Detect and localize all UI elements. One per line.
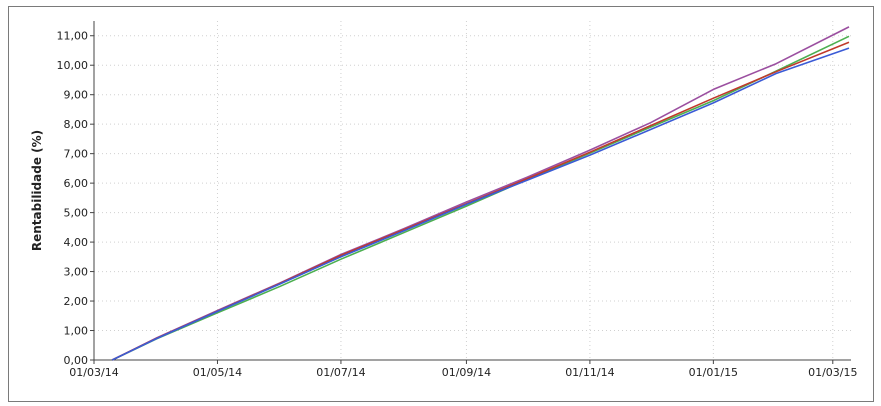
axis-layer	[90, 21, 851, 364]
label-layer: 0,00 1,00 2,00 3,00 4,00 5,00 6,00 7,00 8,00 9,00…	[30, 30, 857, 379]
x-tick-label: 01/11/14	[565, 366, 614, 379]
x-tick-label: 01/07/14	[316, 366, 365, 379]
x-tick-label: 01/09/14	[442, 366, 491, 379]
x-tick-label: 01/03/14	[69, 366, 118, 379]
series-line-2	[111, 35, 850, 361]
y-tick-label: 6,00	[64, 177, 89, 190]
y-tick-label: 0,00	[64, 354, 89, 367]
y-tick-label: 3,00	[64, 266, 89, 279]
y-tick-label: 5,00	[64, 207, 89, 220]
line-chart: 0,00 1,00 2,00 3,00 4,00 5,00 6,00 7,00 8,00 9,00…	[30, 21, 857, 379]
y-tick-label: 10,00	[57, 59, 89, 72]
x-tick-label: 01/01/15	[689, 366, 738, 379]
y-tick-label: 11,00	[57, 30, 89, 43]
grid-layer	[94, 21, 851, 360]
y-tick-label: 1,00	[64, 325, 89, 338]
y-tick-label: 7,00	[64, 148, 89, 161]
series-line-4	[111, 47, 850, 361]
series-line-3	[111, 41, 850, 361]
x-tick-label: 01/03/15	[808, 366, 857, 379]
y-tick-label: 2,00	[64, 295, 89, 308]
x-tick-label: 01/05/14	[193, 366, 242, 379]
y-tick-label: 9,00	[64, 89, 89, 102]
series-layer	[111, 26, 850, 361]
y-tick-label: 8,00	[64, 118, 89, 131]
y-axis-title: Rentabilidade (%)	[30, 130, 44, 251]
chart-frame: 0,00 1,00 2,00 3,00 4,00 5,00 6,00 7,00 8,00 9,00…	[8, 6, 874, 402]
y-tick-label: 4,00	[64, 236, 89, 249]
